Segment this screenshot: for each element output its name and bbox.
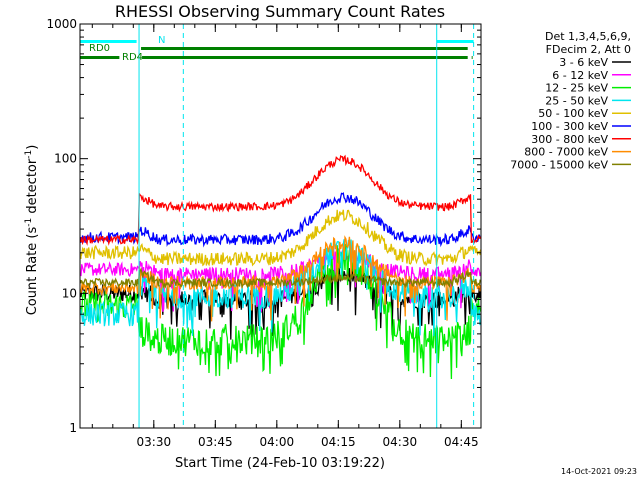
rd0-label: RD0	[89, 43, 110, 54]
legend-label: 12 - 25 keV	[545, 82, 608, 95]
series-layer	[80, 154, 481, 380]
legend-header-line-1: Det 1,3,4,5,6,9,	[545, 30, 631, 43]
legend-header-line-2: FDecim 2, Att 0	[546, 43, 631, 56]
legend-label: 3 - 6 keV	[559, 56, 608, 69]
rd4-bar-upper	[141, 47, 468, 50]
y-label-part2: detector	[25, 158, 40, 218]
y-label-sup2: -1	[24, 150, 34, 159]
series-line-2	[80, 243, 481, 380]
plot-frame	[79, 23, 482, 429]
n-label: N	[158, 35, 165, 46]
x-tick-label: 03:30	[137, 435, 172, 449]
rd4-bar	[80, 56, 120, 59]
x-tick-label: 04:30	[383, 435, 418, 449]
series-line-4	[80, 209, 481, 267]
y-label-part1: Count Rate (s	[25, 227, 40, 316]
series-line-6	[80, 154, 481, 246]
x-tick-label: 04:15	[321, 435, 356, 449]
y-tick-label: 1000	[46, 17, 77, 31]
legend-label: 50 - 100 keV	[538, 107, 608, 120]
rd0-bar	[80, 40, 137, 43]
legend-label: 100 - 300 keV	[531, 120, 608, 133]
series-line-1	[80, 246, 481, 313]
y-label-part3: )	[25, 145, 40, 150]
legend-label: 25 - 50 keV	[545, 94, 608, 107]
legend-label: 7000 - 15000 keV	[510, 158, 608, 171]
y-tick-label: 100	[54, 152, 77, 166]
x-tick-label: 04:00	[260, 435, 295, 449]
rd4-bar	[471, 56, 473, 59]
y-tick-label: 10	[62, 286, 77, 300]
series-line-5	[80, 192, 481, 248]
rd4-label: RD4	[122, 52, 143, 63]
legend-label: 800 - 7000 keV	[524, 146, 608, 159]
y-axis-label: Count Rate (s-1 detector-1)	[24, 145, 40, 316]
legend-label: 6 - 12 keV	[552, 69, 608, 82]
chart-title: RHESSI Observing Summary Count Rates	[115, 2, 445, 21]
rd0-bar	[436, 40, 474, 43]
y-tick-label: 1	[69, 421, 77, 435]
legend-label: 300 - 800 keV	[531, 133, 608, 146]
timestamp: 14-Oct-2021 09:23	[561, 467, 637, 476]
axes-layer: 1 10 100 1000 03:30 03:45 04:00 04:15 04:30 04:45	[46, 17, 481, 449]
y-label-sup1: -1	[24, 218, 34, 227]
rd4-bar	[142, 56, 468, 59]
series-line-8	[80, 267, 481, 290]
overlay-layer	[80, 24, 475, 428]
x-tick-label: 04:45	[444, 435, 479, 449]
x-axis-label: Start Time (24-Feb-10 03:19:22)	[175, 456, 385, 471]
x-tick-label: 03:45	[198, 435, 233, 449]
